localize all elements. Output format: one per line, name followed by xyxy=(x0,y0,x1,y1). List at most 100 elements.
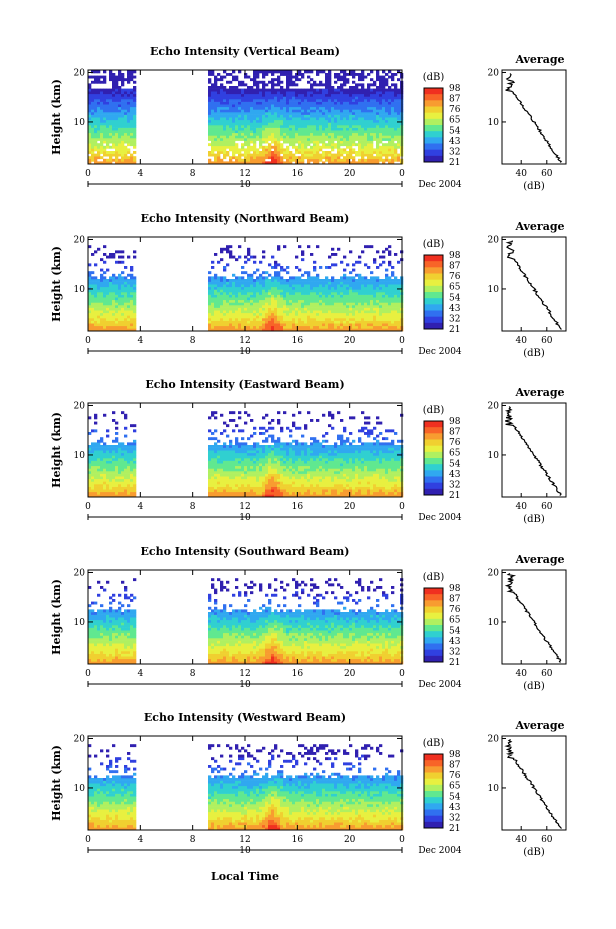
heatmap-cell xyxy=(301,127,305,131)
heatmap-cell xyxy=(103,279,107,282)
heatmap-cell xyxy=(331,119,335,123)
heatmap-cell xyxy=(391,158,395,162)
heatmap-cell xyxy=(94,119,98,123)
heatmap-cell xyxy=(334,284,338,288)
heatmap-cell xyxy=(367,125,371,128)
heatmap-cell xyxy=(292,96,296,100)
colorbar-frame xyxy=(423,254,444,330)
heatmap-cell xyxy=(100,455,104,459)
heatmap-cell xyxy=(250,279,254,282)
heatmap-cell xyxy=(346,284,350,288)
heatmap-cell xyxy=(220,279,224,282)
heatmap-cell xyxy=(379,151,383,154)
heatmap-cell xyxy=(268,279,272,282)
heatmap-cell xyxy=(397,112,401,115)
heatmap-cell xyxy=(229,91,233,95)
heatmap-cell xyxy=(298,289,302,293)
heatmap-cell xyxy=(88,325,92,329)
heatmap-cell xyxy=(289,294,293,298)
heatmap-cell xyxy=(229,127,233,131)
heatmap-cell xyxy=(211,323,215,327)
heatmap-cell xyxy=(397,299,401,303)
heatmap-cell xyxy=(295,138,299,141)
heatmap-cell xyxy=(214,78,218,82)
heatmap-cell xyxy=(298,158,302,162)
heatmap-cell xyxy=(331,263,335,267)
heatmap-cell xyxy=(262,161,266,165)
colorbar-unit: (dB) xyxy=(423,72,445,83)
heatmap-cell xyxy=(112,411,116,415)
heatmap-cell xyxy=(103,484,107,487)
heatmap-cell xyxy=(388,263,392,267)
heatmap-cell xyxy=(124,130,128,134)
heatmap-cell xyxy=(373,325,377,329)
heatmap-cell xyxy=(310,104,314,108)
heatmap-cell xyxy=(88,276,92,280)
heatmap-cell xyxy=(391,294,395,298)
heatmap-cell xyxy=(133,112,137,115)
colorbar-segment xyxy=(424,285,443,293)
heatmap-cell xyxy=(274,297,278,301)
heatmap-cell xyxy=(211,93,215,97)
heatmap-cell xyxy=(373,156,377,160)
heatmap-cell xyxy=(361,328,365,332)
heatmap-cell xyxy=(115,132,119,136)
heatmap-cell xyxy=(397,305,401,308)
heatmap-cell xyxy=(313,88,317,92)
heatmap-cell xyxy=(130,442,134,446)
heatmap-cell xyxy=(124,151,128,154)
heatmap-cell xyxy=(385,276,389,280)
heatmap-cell xyxy=(364,112,368,115)
heatmap-cell xyxy=(217,104,221,108)
heatmap-cell xyxy=(223,299,227,303)
heatmap-cell xyxy=(97,247,101,251)
heatmap-cell xyxy=(97,328,101,332)
heatmap-cell xyxy=(352,161,356,165)
heatmap-cell xyxy=(328,266,332,269)
heatmap-cell xyxy=(283,106,287,110)
heatmap-cell xyxy=(256,279,260,282)
heatmap-cell xyxy=(220,148,224,152)
heatmap-cell xyxy=(337,143,341,147)
heatmap-cell xyxy=(208,138,212,141)
heatmap-cell xyxy=(94,315,98,319)
heatmap-cell xyxy=(346,156,350,160)
heatmap-cell xyxy=(397,297,401,301)
heatmap-cell xyxy=(382,299,386,303)
heatmap-cell xyxy=(355,138,359,141)
heatmap-cell xyxy=(388,96,392,100)
heatmap-cell xyxy=(313,143,317,147)
heatmap-cell xyxy=(124,452,128,456)
heatmap-cell xyxy=(250,140,254,144)
heatmap-cell xyxy=(274,299,278,303)
heatmap-cell xyxy=(256,104,260,108)
heatmap-cell xyxy=(268,325,272,329)
heatmap-cell xyxy=(211,109,215,113)
heatmap-cell xyxy=(223,315,227,319)
heatmap-cell xyxy=(121,279,125,282)
heatmap-cell xyxy=(394,91,398,95)
heatmap-cell xyxy=(214,463,218,467)
heatmap-cell xyxy=(127,442,131,446)
heatmap-cell xyxy=(373,158,377,162)
heatmap-cell xyxy=(121,307,125,311)
heatmap-cell xyxy=(376,284,380,288)
heatmap-cell xyxy=(385,318,389,321)
heatmap-cell xyxy=(121,161,125,165)
heatmap-cell xyxy=(226,114,230,118)
heatmap-cell xyxy=(226,161,230,165)
heatmap-cell xyxy=(358,73,362,76)
heatmap-cell xyxy=(94,135,98,139)
heatmap-cell xyxy=(274,143,278,147)
heatmap-cell xyxy=(286,323,290,327)
heatmap-cell xyxy=(211,486,215,490)
heatmap-cell xyxy=(274,78,278,82)
heatmap-cell xyxy=(277,297,281,301)
heatmap-cell xyxy=(364,158,368,162)
heatmap-cell xyxy=(304,101,308,105)
heatmap-cell xyxy=(391,307,395,311)
heatmap-cell xyxy=(307,328,311,332)
heatmap-cell xyxy=(208,455,212,459)
heatmap-cell xyxy=(343,101,347,105)
heatmap-cell xyxy=(349,117,353,121)
